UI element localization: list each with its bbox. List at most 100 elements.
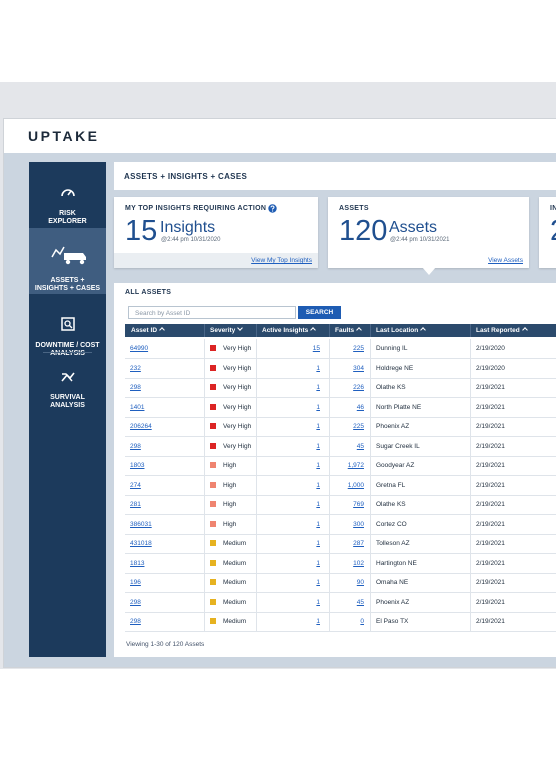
asset-id-link[interactable]: 298	[130, 598, 141, 606]
nav-item[interactable]: SURVIVAL ANALYSIS	[29, 363, 106, 410]
faults-link[interactable]: 102	[353, 559, 364, 567]
active-insights-link[interactable]: 1	[316, 559, 320, 567]
column-header[interactable]: Active Insights	[262, 324, 315, 337]
nav-icon	[60, 317, 75, 331]
card-link[interactable]: View Assets	[488, 257, 523, 264]
column-header[interactable]: Severity	[210, 324, 242, 337]
asset-id-link[interactable]: 298	[130, 442, 141, 450]
column-header[interactable]: Last Location	[376, 324, 425, 337]
faults-link[interactable]: 287	[353, 540, 364, 547]
faults-link[interactable]: 226	[353, 384, 364, 391]
active-insights-link[interactable]: 1	[316, 579, 320, 586]
faults-link[interactable]: 1,000	[347, 481, 364, 489]
column-header[interactable]: Faults	[335, 324, 361, 337]
cell-divider	[204, 456, 205, 475]
asset-id-link[interactable]: 1401	[130, 403, 145, 411]
faults-link[interactable]: 304	[353, 364, 364, 372]
last-location: Cortez CO	[376, 520, 407, 528]
asset-id-link[interactable]: 274	[130, 481, 141, 489]
active-insights-link[interactable]: 1	[316, 481, 320, 489]
active-insights-link[interactable]: 1	[316, 501, 320, 508]
faults-link[interactable]: 90	[356, 579, 364, 586]
table-row: 386031 High 1 300 Cortez CO 2/19/2021	[125, 514, 556, 535]
asset-id-link[interactable]: 431018	[130, 540, 152, 547]
card-link[interactable]: View My Top Insights	[251, 257, 312, 264]
faults-link[interactable]: 300	[353, 520, 364, 528]
last-location: North Platte NE	[376, 403, 422, 411]
active-insights-link[interactable]: 15	[312, 345, 320, 352]
last-reported: 2/19/2021	[476, 618, 505, 625]
active-insights-link[interactable]: 1	[316, 423, 320, 430]
faults-link[interactable]: 0	[360, 618, 364, 625]
faults-link[interactable]: 225	[353, 423, 364, 430]
asset-id-link[interactable]: 298	[130, 384, 141, 391]
faults-link[interactable]: 225	[353, 345, 364, 352]
cell-divider	[370, 339, 371, 358]
asset-id-link[interactable]: 298	[130, 618, 141, 625]
active-insights-link[interactable]: 1	[316, 520, 320, 528]
last-location: Sugar Creek IL	[376, 442, 420, 450]
active-insights-link[interactable]: 1	[316, 618, 320, 625]
cell-divider	[370, 397, 371, 417]
card-title: IN	[550, 205, 556, 212]
asset-id-link[interactable]: 1803	[130, 462, 145, 469]
search-button[interactable]: SEARCH	[298, 306, 341, 319]
active-insights-link[interactable]: 1	[316, 364, 320, 372]
cell-divider	[470, 378, 471, 397]
active-insights-link[interactable]: 1	[316, 442, 320, 450]
cell-divider	[370, 553, 371, 573]
active-insights-link[interactable]: 1	[316, 384, 320, 391]
cell-divider	[204, 339, 205, 358]
active-insights-link[interactable]: 1	[316, 540, 320, 547]
last-location: Tolleson AZ	[376, 540, 410, 547]
nav-item[interactable]: DOWNTIME / COST ANALYSIS	[29, 309, 106, 358]
cell-divider	[204, 514, 205, 534]
asset-id-link[interactable]: 386031	[130, 520, 152, 528]
faults-link[interactable]: 1,972	[347, 462, 364, 469]
last-reported: 2/19/2021	[476, 442, 505, 450]
faults-link[interactable]: 45	[356, 598, 364, 606]
cell-divider	[256, 612, 257, 631]
severity-swatch	[210, 540, 216, 546]
active-insights-link[interactable]: 1	[316, 462, 320, 469]
summary-card: ASSETS 120 Assets @2:44 pm 10/31/2021 Vi…	[328, 197, 529, 275]
card-unit: Assets	[389, 219, 438, 236]
asset-id-link[interactable]: 196	[130, 579, 141, 586]
search-input[interactable]: Search by Asset ID	[128, 306, 296, 319]
asset-id-link[interactable]: 1813	[130, 559, 145, 567]
column-divider	[470, 324, 471, 337]
faults-link[interactable]: 45	[356, 442, 364, 450]
severity-swatch	[210, 364, 216, 371]
severity-swatch	[210, 481, 216, 488]
cell-divider	[329, 573, 330, 592]
asset-id-link[interactable]: 232	[130, 364, 141, 372]
asset-id-link[interactable]: 206264	[130, 423, 152, 430]
sidebar: RISK EXPLORER ASSETS + INSIGHTS + CASES …	[29, 162, 106, 657]
active-insights-link[interactable]: 1	[316, 598, 320, 606]
column-header[interactable]: Asset ID	[131, 324, 164, 337]
nav-label: RISK EXPLORER	[48, 210, 87, 225]
faults-link[interactable]: 46	[356, 403, 364, 411]
faults-link[interactable]: 769	[353, 501, 364, 508]
column-divider	[204, 324, 205, 337]
nav-label: ASSETS + INSIGHTS + CASES	[34, 277, 101, 292]
severity: Very High	[223, 384, 252, 391]
nav-item[interactable]: RISK EXPLORER	[29, 177, 106, 226]
last-location: Gretna FL	[376, 481, 406, 489]
nav-icon	[60, 372, 75, 382]
asset-id-link[interactable]: 64990	[130, 345, 149, 352]
cell-divider	[256, 592, 257, 612]
column-header[interactable]: Last Reported	[476, 324, 527, 337]
cell-divider	[329, 534, 330, 553]
last-reported: 2/19/2020	[476, 345, 505, 352]
severity-swatch	[210, 462, 216, 468]
active-insights-link[interactable]: 1	[316, 403, 320, 411]
asset-id-link[interactable]: 281	[130, 501, 141, 508]
cell-divider	[204, 397, 205, 417]
last-location: Phoenix AZ	[376, 598, 410, 606]
assets-panel: ALL ASSETS Search by Asset ID SEARCH Ass…	[114, 283, 556, 657]
cell-divider	[256, 495, 257, 514]
info-icon[interactable]	[268, 204, 277, 213]
cell-divider	[329, 495, 330, 514]
nav-item[interactable]: ASSETS + INSIGHTS + CASES	[29, 236, 106, 293]
